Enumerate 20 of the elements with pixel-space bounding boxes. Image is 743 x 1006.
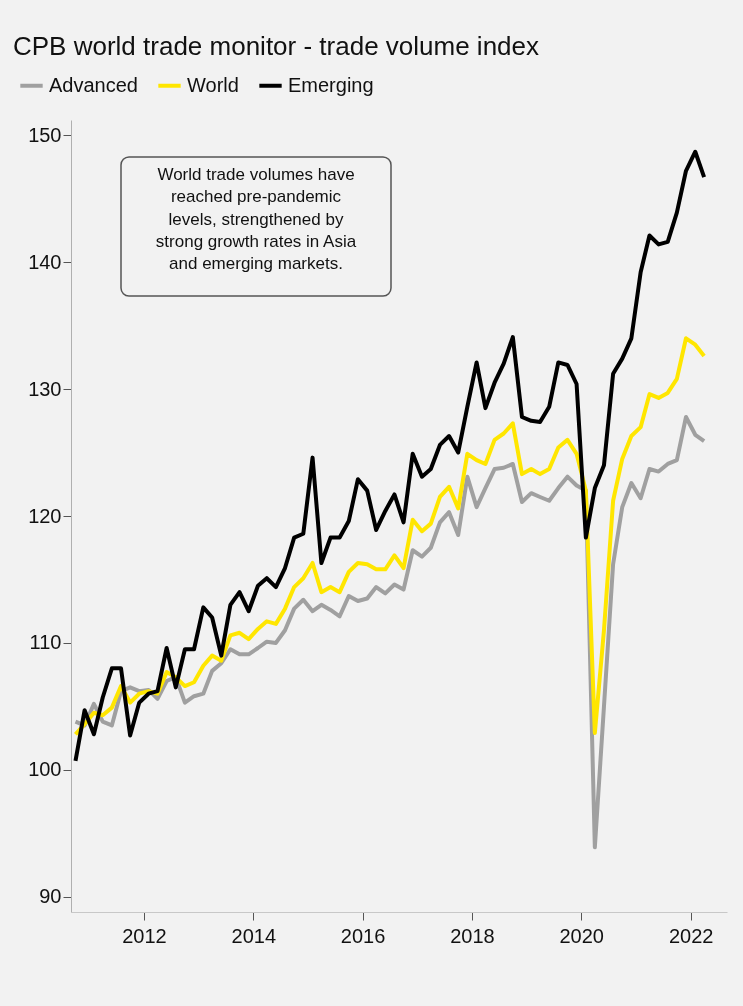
y-tick-label: 130: [28, 377, 62, 400]
y-tick-label: 150: [28, 123, 62, 146]
legend-label: World: [187, 73, 239, 96]
y-tick-label: 120: [28, 504, 62, 527]
x-tick-label: 2014: [231, 924, 277, 947]
y-tick-label: 110: [29, 631, 62, 654]
y-tick-label: 100: [28, 758, 62, 781]
x-tick-label: 2020: [559, 924, 604, 947]
legend-label: Advanced: [49, 73, 138, 96]
line-series: [73, 149, 707, 763]
x-tick-label: 2012: [122, 924, 167, 947]
x-tick-label: 2016: [340, 924, 386, 947]
legend-label: Emerging: [288, 73, 374, 96]
line-series: [73, 336, 707, 737]
chart-title: CPB world trade monitor - trade volume index: [13, 31, 540, 61]
y-tick-label: 90: [39, 885, 62, 908]
x-tick-label: 2018: [450, 924, 495, 947]
annotation: World trade volumes have reached pre-pandemic levels, strengthened by strong growth rates in Asia and emerging markets.: [155, 165, 357, 274]
x-tick-label: 2022: [668, 924, 714, 947]
y-tick-label: 140: [28, 250, 62, 273]
